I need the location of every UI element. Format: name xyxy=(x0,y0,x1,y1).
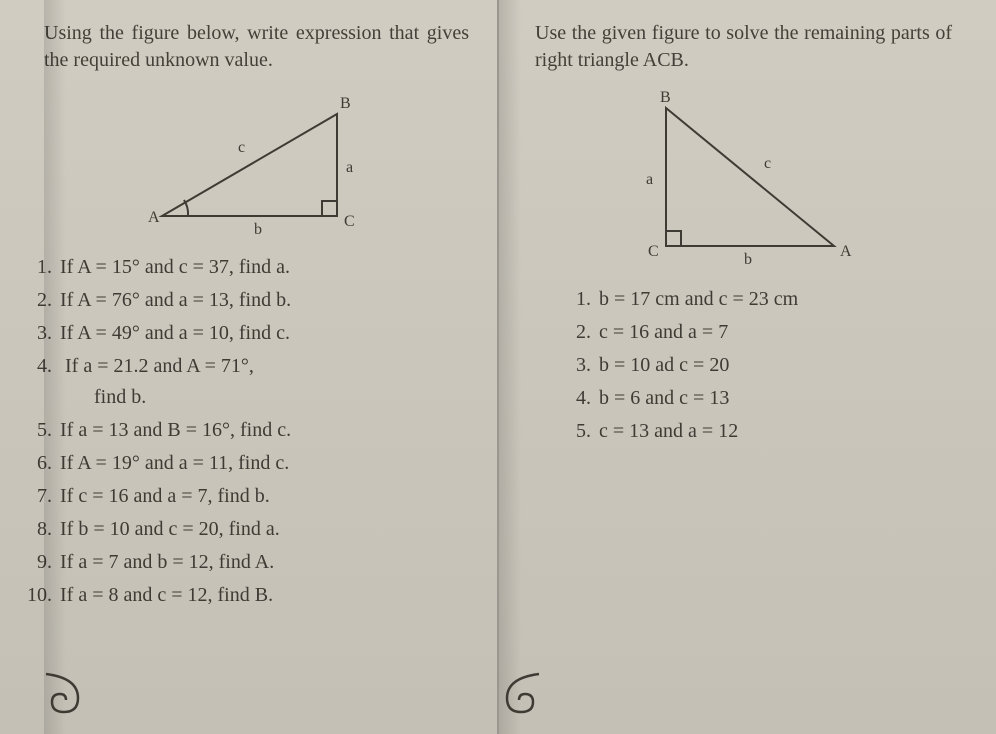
triangle-right-svg: B C A a b c xyxy=(624,86,864,266)
scroll-curl-icon xyxy=(44,672,88,716)
left-instruction: Using the figure below, write expression… xyxy=(44,20,469,74)
svg-text:C: C xyxy=(648,243,659,260)
list-item: b = 17 cm and c = 23 cm xyxy=(565,284,952,315)
left-triangle: A B C c a b xyxy=(44,86,469,236)
list-item: c = 13 and a = 12 xyxy=(565,416,952,447)
svg-text:a: a xyxy=(346,159,353,176)
item-text: If a = 21.2 and A = 71°, xyxy=(65,355,254,377)
svg-text:C: C xyxy=(344,213,355,230)
triangle-left-svg: A B C c a b xyxy=(142,86,372,236)
right-instruction: Use the given figure to solve the remain… xyxy=(535,20,952,74)
list-item: If A = 19° and a = 11, find c. xyxy=(26,448,469,479)
item-text: If a = 7 and b = 12, find A. xyxy=(60,551,274,573)
svg-text:a: a xyxy=(646,171,653,188)
list-item: b = 6 and c = 13 xyxy=(565,383,952,414)
list-item: If a = 13 and B = 16°, find c. xyxy=(26,415,469,446)
item-text: If A = 76° and a = 13, find b. xyxy=(60,289,291,311)
item-text: b = 6 and c = 13 xyxy=(599,387,729,409)
list-item: If a = 7 and b = 12, find A. xyxy=(26,547,469,578)
item-cont: find b. xyxy=(60,382,469,413)
scroll-curl-icon xyxy=(497,672,541,716)
item-text: If A = 49° and a = 10, find c. xyxy=(60,322,290,344)
list-item: If a = 21.2 and A = 71°, find b. xyxy=(26,351,469,413)
list-item: If A = 76° and a = 13, find b. xyxy=(26,285,469,316)
list-item: If a = 8 and c = 12, find B. xyxy=(26,580,469,611)
svg-text:A: A xyxy=(148,209,160,226)
svg-text:A: A xyxy=(840,243,852,260)
svg-text:b: b xyxy=(254,221,262,236)
svg-text:B: B xyxy=(660,89,671,106)
item-text: If a = 8 and c = 12, find B. xyxy=(60,584,273,606)
item-text: If c = 16 and a = 7, find b. xyxy=(60,485,270,507)
right-page: Use the given figure to solve the remain… xyxy=(498,0,996,734)
right-triangle: B C A a b c xyxy=(535,86,952,266)
item-text: c = 13 and a = 12 xyxy=(599,420,738,442)
item-text: If A = 15° and c = 37, find a. xyxy=(60,256,290,278)
list-item: c = 16 and a = 7 xyxy=(565,317,952,348)
list-item: If A = 15° and c = 37, find a. xyxy=(26,252,469,283)
left-page: Using the figure below, write expression… xyxy=(0,0,498,734)
item-text: b = 17 cm and c = 23 cm xyxy=(599,288,798,310)
item-text: If b = 10 and c = 20, find a. xyxy=(60,518,280,540)
list-item: If b = 10 and c = 20, find a. xyxy=(26,514,469,545)
item-text: b = 10 ad c = 20 xyxy=(599,354,729,376)
svg-text:B: B xyxy=(340,95,351,112)
right-problem-list: b = 17 cm and c = 23 cm c = 16 and a = 7… xyxy=(565,284,952,447)
svg-text:b: b xyxy=(744,251,752,266)
list-item: If c = 16 and a = 7, find b. xyxy=(26,481,469,512)
list-item: b = 10 ad c = 20 xyxy=(565,350,952,381)
list-item: If A = 49° and a = 10, find c. xyxy=(26,318,469,349)
left-problem-list: If A = 15° and c = 37, find a. If A = 76… xyxy=(26,252,469,611)
item-text: If a = 13 and B = 16°, find c. xyxy=(60,419,291,441)
svg-text:c: c xyxy=(764,155,771,172)
item-text: c = 16 and a = 7 xyxy=(599,321,728,343)
svg-text:c: c xyxy=(238,139,245,156)
item-text: If A = 19° and a = 11, find c. xyxy=(60,452,289,474)
